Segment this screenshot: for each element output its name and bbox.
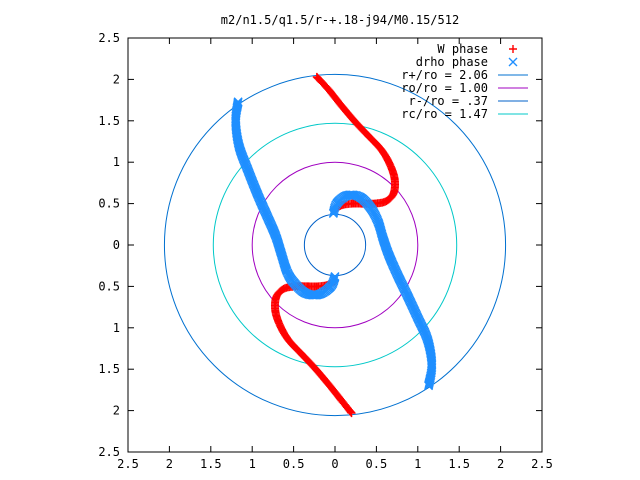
drho-phase-point xyxy=(329,206,339,216)
x-tick-label: 1.5 xyxy=(200,457,222,471)
w-phase-point xyxy=(509,45,517,53)
x-tick-label: 1 xyxy=(414,457,421,471)
reference-circle xyxy=(163,73,507,417)
x-tick-label: 1 xyxy=(249,457,256,471)
x-tick-label: 0.5 xyxy=(366,457,388,471)
y-tick-label: 2 xyxy=(113,404,120,418)
y-tick-label: 2.5 xyxy=(98,31,120,45)
legend-label: r-/ro = .37 xyxy=(409,94,488,108)
reference-circle xyxy=(251,161,419,329)
drho-phase-point xyxy=(508,57,518,67)
y-tick-label: 0.5 xyxy=(98,197,120,211)
y-tick-label: 1.5 xyxy=(98,362,120,376)
y-tick-label: 1 xyxy=(113,155,120,169)
x-tick-label: 0 xyxy=(331,457,338,471)
reference-circle xyxy=(212,122,458,368)
y-tick-label: 0 xyxy=(113,238,120,252)
y-tick-label: 2 xyxy=(113,72,120,86)
phase-points xyxy=(231,72,437,418)
axis-ticks: 2.5 2 1.5 1 0.5 0 0.5 1 1.5 2 2.52.521.510.500.511… xyxy=(98,31,553,471)
y-tick-label: 2.5 xyxy=(98,445,120,459)
chart-title: m2/n1.5/q1.5/r-+.18-j94/M0.15/512 xyxy=(221,13,459,27)
x-tick-label: 2 xyxy=(497,457,504,471)
reference-circle xyxy=(303,213,367,277)
legend-label: rc/ro = 1.47 xyxy=(401,107,488,121)
legend-label: W phase xyxy=(437,42,488,56)
y-tick-label: 1.5 xyxy=(98,114,120,128)
x-tick-label: 2 xyxy=(166,457,173,471)
x-tick-label: 2.5 xyxy=(531,457,553,471)
legend-label: drho phase xyxy=(416,55,488,69)
legend-label: ro/ro = 1.00 xyxy=(401,81,488,95)
x-tick-label: 1.5 xyxy=(448,457,470,471)
drho-phase-point xyxy=(330,271,340,281)
reference-circles xyxy=(163,73,507,417)
x-tick-label: 0.5 xyxy=(283,457,305,471)
y-tick-label: 0.5 xyxy=(98,279,120,293)
y-tick-label: 1 xyxy=(113,321,120,335)
drho-phase-point xyxy=(328,209,338,219)
legend-label: r+/ro = 2.06 xyxy=(401,68,488,82)
x-tick-label: 2.5 xyxy=(117,457,139,471)
